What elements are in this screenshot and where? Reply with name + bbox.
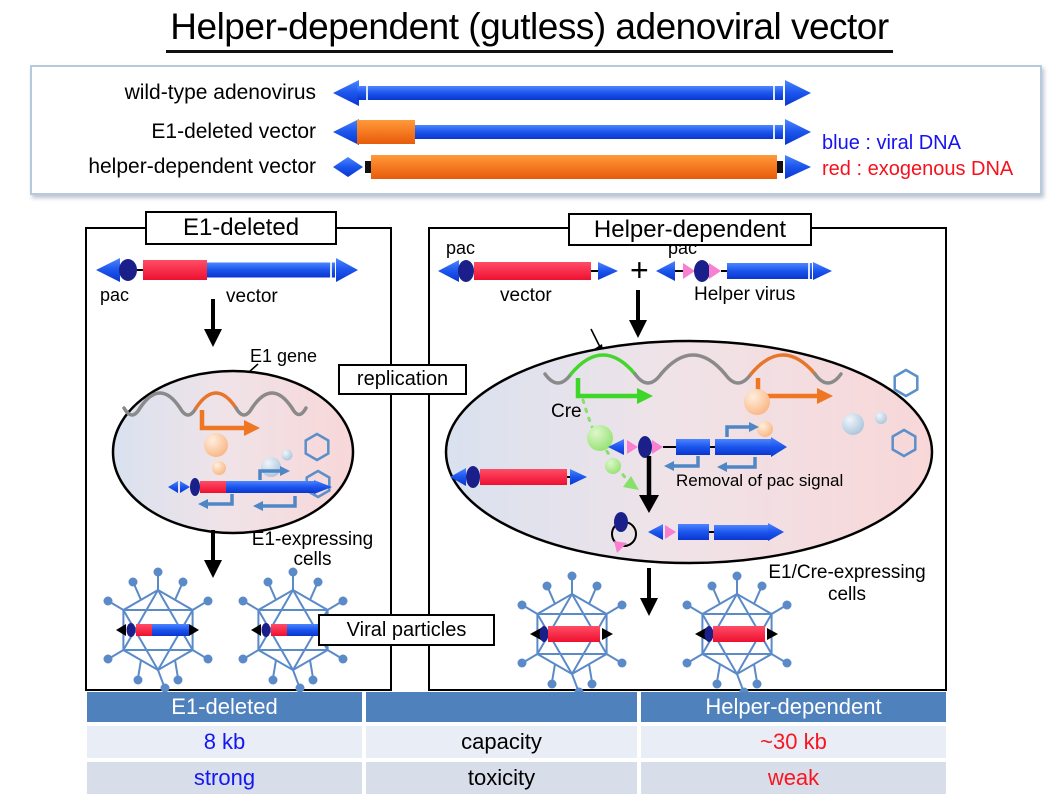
e1-deleted-panel-title: E1-deleted — [145, 211, 337, 245]
e1-pac-label: pac — [100, 285, 130, 305]
hd-cotransfection-arrow-icon — [627, 288, 649, 340]
e1-viral-particle-icon — [102, 566, 214, 694]
e1-deleted-genome-bar — [333, 119, 811, 145]
replication-box: replication — [338, 364, 467, 395]
table-cell-hd-toxicity: weak — [641, 762, 946, 794]
helper-dependent-panel-title: Helper-dependent — [568, 213, 812, 246]
table-header-e1: E1-deleted — [87, 692, 362, 722]
e1-cre-expressing-cell-diagram — [444, 339, 934, 565]
helper-virus-construct — [656, 260, 832, 282]
legend-red-key: red : exogenous DNA — [822, 158, 1014, 180]
e1-vector-label: vector — [226, 286, 278, 307]
hd-vector-construct — [438, 260, 618, 282]
table-header-property — [366, 692, 637, 722]
e1-expressing-cells-label-line1: E1-expressing — [251, 529, 374, 550]
e1-gene-label: E1 gene — [250, 346, 318, 366]
hd-viral-particle-icon — [516, 570, 628, 698]
plus-sign: + — [630, 252, 649, 288]
e1-vector-construct — [96, 258, 358, 282]
legend-blue-key: blue : viral DNA — [822, 132, 961, 154]
e1-transfection-arrow-icon — [202, 297, 224, 349]
hd-vector-pac-label: pac — [446, 238, 476, 258]
hd-vector-label: vector — [500, 285, 552, 306]
page-title: Helper-dependent (gutless) adenoviral ve… — [0, 6, 1059, 53]
helper-dependent-genome-bar — [333, 155, 811, 179]
hd-production-arrow-icon — [638, 566, 660, 618]
cre-label: Cre — [551, 401, 582, 422]
table-header-hd: Helper-dependent — [641, 692, 946, 722]
e1-viral-particle-icon — [237, 566, 349, 694]
viral-particles-box: Viral particles — [318, 614, 495, 646]
e1-expressing-cells-label-line2: cells — [293, 549, 332, 570]
table-cell-property-toxicity: toxicity — [366, 762, 637, 794]
wild-type-genome-bar — [333, 80, 811, 106]
e1-cre-expressing-cells-label-line1: E1/Cre-expressing — [768, 562, 926, 583]
wild-type-label: wild-type adenovirus — [124, 81, 316, 104]
table-cell-e1-capacity: 8 kb — [87, 726, 362, 758]
removal-of-pac-label: Removal of pac signal — [676, 471, 844, 490]
table-cell-e1-toxicity: strong — [87, 762, 362, 794]
comparison-table: E1-deleted Helper-dependent 8 kb capacit… — [87, 692, 946, 794]
hd-viral-particle-icon — [681, 570, 793, 698]
table-cell-property-capacity: capacity — [366, 726, 637, 758]
e1-cre-expressing-cells-label-line2: cells — [827, 584, 866, 605]
table-cell-hd-capacity: ~30 kb — [641, 726, 946, 758]
e1-deleted-vector-label: E1-deleted vector — [151, 120, 316, 143]
helper-dependent-vector-label: helper-dependent vector — [88, 155, 316, 178]
e1-expressing-cell-diagram — [111, 369, 355, 535]
helper-virus-label: Helper virus — [694, 284, 796, 305]
helper-virus-pac-label: pac — [668, 238, 698, 258]
